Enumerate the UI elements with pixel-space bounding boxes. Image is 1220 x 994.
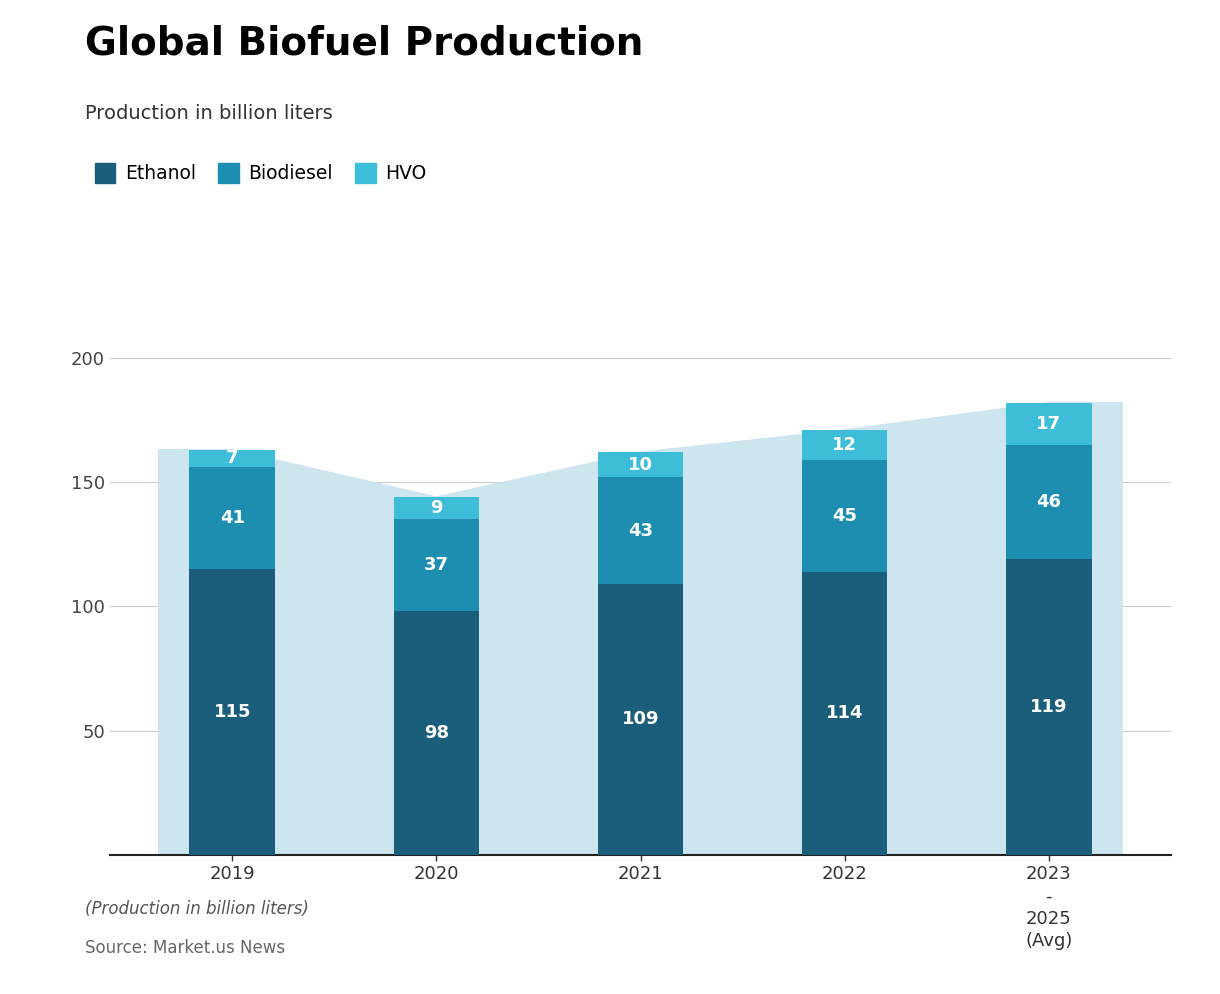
Bar (802, 572, 887, 855)
Text: (Production in billion liters): (Production in billion liters) (85, 900, 310, 917)
Bar (394, 611, 479, 855)
Bar (1005, 403, 1092, 445)
Text: 12: 12 (832, 435, 858, 454)
Text: 37: 37 (423, 557, 449, 575)
Text: 9: 9 (431, 499, 443, 517)
Bar (598, 583, 683, 855)
Bar (394, 519, 479, 611)
Text: 46: 46 (1036, 493, 1061, 511)
Bar (189, 449, 276, 467)
Text: 45: 45 (832, 507, 858, 525)
Bar (189, 467, 276, 569)
Bar (189, 569, 276, 855)
Text: 114: 114 (826, 704, 864, 723)
Bar (802, 429, 887, 459)
Bar (394, 497, 479, 519)
Bar (598, 477, 683, 583)
Text: 41: 41 (220, 509, 245, 527)
Text: 115: 115 (214, 703, 251, 721)
Text: 119: 119 (1030, 698, 1068, 716)
Text: 43: 43 (628, 522, 653, 540)
Text: 109: 109 (622, 711, 659, 729)
Bar (1005, 445, 1092, 559)
Polygon shape (159, 403, 1122, 855)
Text: 7: 7 (226, 449, 239, 467)
Text: 98: 98 (423, 724, 449, 743)
Bar (598, 452, 683, 477)
Text: Source: Market.us News: Source: Market.us News (85, 939, 285, 957)
Bar (1005, 559, 1092, 855)
Text: Global Biofuel Production: Global Biofuel Production (85, 25, 644, 63)
Legend: Ethanol, Biodiesel, HVO: Ethanol, Biodiesel, HVO (95, 163, 427, 183)
Text: 17: 17 (1036, 414, 1061, 432)
Bar (802, 459, 887, 572)
Text: 10: 10 (628, 455, 653, 474)
Text: Production in billion liters: Production in billion liters (85, 104, 333, 123)
